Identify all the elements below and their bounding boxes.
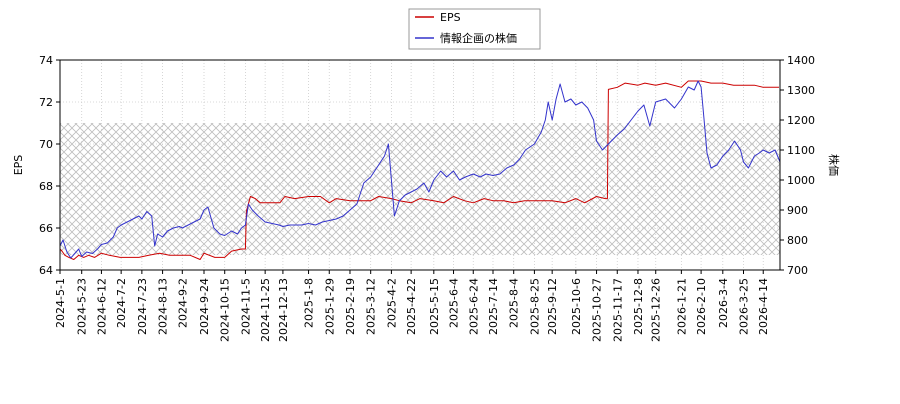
x-tick-label: 2026-4-14 bbox=[757, 278, 770, 335]
x-tick-label: 2024-6-12 bbox=[95, 278, 108, 335]
x-tick-label: 2025-2-19 bbox=[344, 278, 357, 335]
x-tick-label: 2024-11-5 bbox=[239, 278, 252, 335]
x-tick-label: 2025-4-22 bbox=[405, 278, 418, 335]
y-left-tick-label: 64 bbox=[39, 264, 53, 277]
x-tick-label: 2024-9-2 bbox=[176, 278, 189, 328]
x-tick-label: 2025-7-14 bbox=[487, 278, 500, 335]
x-tick-label: 2025-6-24 bbox=[467, 278, 480, 335]
x-tick-label: 2024-11-25 bbox=[259, 278, 272, 342]
x-tick-label: 2025-6-4 bbox=[448, 278, 461, 328]
x-tick-label: 2025-4-2 bbox=[385, 278, 398, 328]
y-right-tick-label: 1200 bbox=[787, 114, 815, 127]
y-left-tick-label: 70 bbox=[39, 138, 53, 151]
x-tick-label: 2024-8-13 bbox=[157, 278, 170, 335]
y-right-tick-label: 1300 bbox=[787, 84, 815, 97]
x-tick-label: 2024-9-24 bbox=[198, 278, 211, 335]
x-tick-label: 2024-7-2 bbox=[115, 278, 128, 328]
plot-frame bbox=[59, 59, 781, 271]
x-tick-label: 2024-7-23 bbox=[136, 278, 149, 335]
y-left-axis-label: EPS bbox=[12, 155, 25, 176]
x-tick-label: 2025-1-8 bbox=[303, 278, 316, 328]
y-left-tick-label: 74 bbox=[39, 54, 53, 67]
x-tick-label: 2026-3-4 bbox=[717, 278, 730, 328]
x-tick-label: 2025-9-12 bbox=[546, 278, 559, 335]
x-tick-label: 2024-10-15 bbox=[219, 278, 232, 342]
x-tick-label: 2024-5-23 bbox=[76, 278, 89, 335]
x-tick-label: 2025-12-26 bbox=[650, 278, 663, 342]
x-tick-label: 2025-3-12 bbox=[365, 278, 378, 335]
hatched-band bbox=[60, 123, 780, 255]
x-tick-label: 2025-8-25 bbox=[528, 278, 541, 335]
x-tick-label: 2025-11-17 bbox=[611, 278, 624, 342]
legend-box bbox=[408, 8, 541, 50]
x-tick-label: 2025-8-4 bbox=[508, 278, 521, 328]
x-tick-label: 2024-12-13 bbox=[277, 278, 290, 342]
y-right-tick-label: 900 bbox=[787, 204, 808, 217]
x-tick-label: 2026-3-25 bbox=[738, 278, 751, 335]
x-tick-label: 2025-5-15 bbox=[428, 278, 441, 335]
legend-label-price: 情報企画の株価 bbox=[440, 31, 517, 45]
x-tick-label: 2025-12-8 bbox=[632, 278, 645, 335]
legend: EPS 情報企画の株価 bbox=[408, 8, 541, 50]
x-tick-label: 2026-2-10 bbox=[695, 278, 708, 335]
x-tick-label: 2024-5-1 bbox=[54, 278, 67, 328]
y-right-tick-label: 1400 bbox=[787, 54, 815, 67]
y-right-tick-label: 700 bbox=[787, 264, 808, 277]
band-hatch bbox=[60, 123, 780, 255]
y-left-tick-label: 72 bbox=[39, 96, 53, 109]
x-tick-label: 2026-1-21 bbox=[675, 278, 688, 335]
y-right-tick-label: 800 bbox=[787, 234, 808, 247]
axes: 2024-5-1 2024-5-23 2024-6-12 2024-7-2 2024-7… bbox=[39, 54, 815, 342]
series-line-0 bbox=[60, 80, 779, 260]
x-tick-label: 2025-10-27 bbox=[591, 278, 604, 342]
x-tick-label: 2025-10-6 bbox=[570, 278, 583, 335]
y-right-axis-label: 株価 bbox=[827, 154, 841, 176]
y-left-tick-label: 66 bbox=[39, 222, 53, 235]
y-right-tick-label: 1100 bbox=[787, 144, 815, 157]
series bbox=[60, 80, 780, 260]
y-right-tick-label: 1000 bbox=[787, 174, 815, 187]
legend-label-eps: EPS bbox=[440, 11, 461, 24]
series-line-1 bbox=[60, 80, 780, 259]
grid bbox=[59, 60, 780, 270]
y-left-tick-label: 68 bbox=[39, 180, 53, 193]
x-tick-label: 2025-1-29 bbox=[323, 278, 336, 335]
